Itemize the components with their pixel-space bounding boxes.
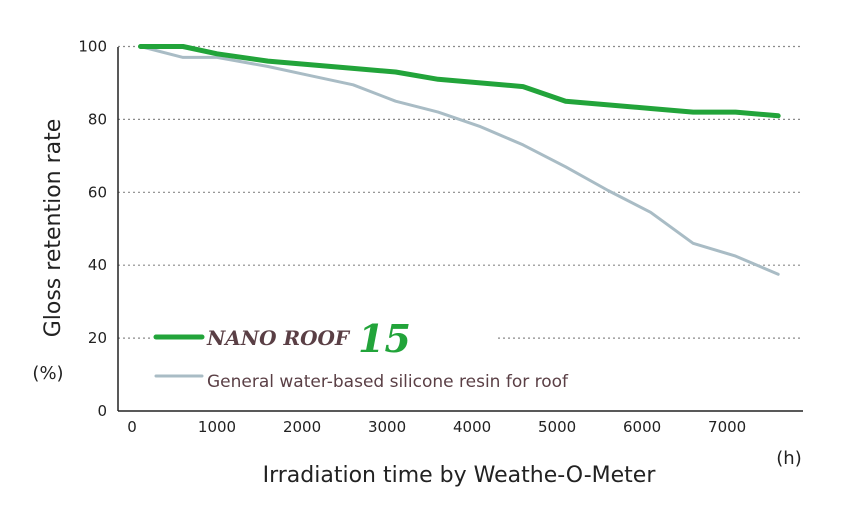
x-tick-label-7000: 7000 [708, 418, 746, 436]
grid-lines [118, 45, 803, 339]
y-tick-labels: 0 20 40 60 80 100 [78, 38, 107, 421]
y-tick-label-60: 60 [88, 183, 107, 201]
y-axis-unit: (%) [32, 363, 63, 384]
legend: NANO ROOF 15 General water-based silicon… [153, 316, 569, 392]
axes [117, 47, 803, 412]
y-tick-label-0: 0 [97, 402, 107, 420]
x-axis-unit: (h) [776, 448, 801, 469]
y-tick-label-100: 100 [78, 38, 107, 56]
x-tick-label-5000: 5000 [538, 418, 576, 436]
y-tick-label-20: 20 [88, 329, 107, 347]
x-tick-label-2000: 2000 [283, 418, 321, 436]
legend-background [150, 312, 495, 396]
x-axis-title: Irradiation time by Weathe-O-Meter [263, 463, 657, 488]
legend-label-nano-roof-number: 15 [358, 316, 411, 361]
y-tick-label-80: 80 [88, 110, 107, 128]
y-axis-title: Gloss retention rate [41, 119, 66, 338]
series-line-nano-roof [138, 44, 781, 119]
x-tick-label-4000: 4000 [453, 418, 491, 436]
y-tick-label-40: 40 [88, 256, 107, 274]
series-line-general [139, 45, 780, 276]
x-tick-labels: 0 1000 2000 3000 4000 5000 6000 7000 [127, 418, 746, 436]
x-tick-label-3000: 3000 [368, 418, 406, 436]
x-tick-label-6000: 6000 [623, 418, 661, 436]
x-tick-label-0: 0 [127, 418, 137, 436]
legend-label-nano-roof: NANO ROOF [206, 326, 351, 350]
x-tick-label-1000: 1000 [198, 418, 236, 436]
series-lines [138, 44, 781, 276]
legend-label-general: General water-based silicone resin for r… [207, 372, 569, 392]
